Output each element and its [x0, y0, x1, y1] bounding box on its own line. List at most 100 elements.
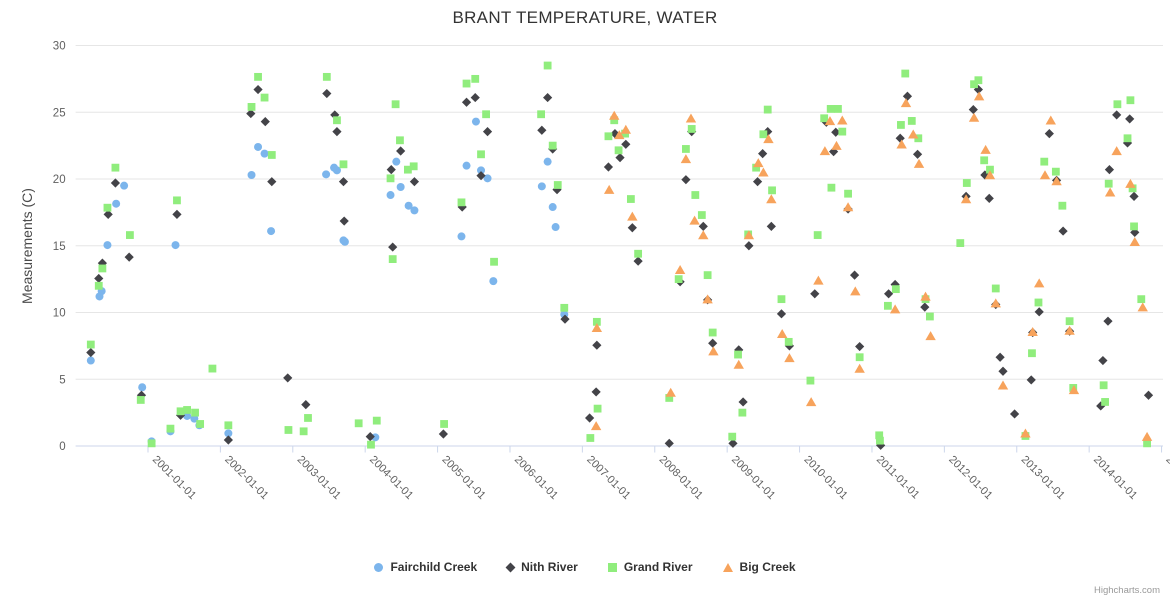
- data-point[interactable]: [543, 92, 553, 103]
- data-point[interactable]: [752, 163, 761, 172]
- data-point[interactable]: [124, 252, 134, 262]
- data-point[interactable]: [854, 363, 865, 373]
- data-point[interactable]: [477, 166, 486, 175]
- data-point[interactable]: [1051, 167, 1060, 176]
- data-point[interactable]: [592, 340, 602, 350]
- data-point[interactable]: [260, 116, 270, 127]
- data-point[interactable]: [354, 419, 363, 428]
- data-point[interactable]: [995, 352, 1005, 362]
- data-point[interactable]: [834, 105, 842, 113]
- data-point[interactable]: [322, 88, 332, 99]
- data-point[interactable]: [984, 170, 996, 180]
- data-point[interactable]: [813, 231, 822, 239]
- data-point[interactable]: [890, 279, 900, 290]
- data-point[interactable]: [831, 140, 842, 150]
- data-point[interactable]: [614, 130, 625, 140]
- data-point[interactable]: [103, 209, 113, 219]
- data-point[interactable]: [759, 130, 768, 139]
- data-point[interactable]: [758, 149, 768, 159]
- data-point[interactable]: [1112, 110, 1122, 120]
- data-point[interactable]: [483, 174, 492, 183]
- data-point[interactable]: [543, 157, 552, 166]
- data-point[interactable]: [766, 221, 776, 231]
- data-point[interactable]: [703, 271, 712, 280]
- data-point[interactable]: [1027, 327, 1038, 337]
- data-point[interactable]: [980, 156, 989, 165]
- data-point[interactable]: [392, 157, 401, 166]
- data-point[interactable]: [470, 92, 480, 103]
- data-point[interactable]: [768, 186, 776, 195]
- data-point[interactable]: [763, 134, 774, 144]
- data-point[interactable]: [86, 347, 96, 358]
- data-point[interactable]: [591, 387, 601, 397]
- data-point[interactable]: [810, 289, 820, 299]
- data-point[interactable]: [831, 127, 841, 137]
- data-point[interactable]: [1143, 390, 1154, 400]
- data-point[interactable]: [738, 397, 748, 407]
- data-point[interactable]: [826, 105, 835, 113]
- data-point[interactable]: [1104, 165, 1115, 175]
- data-point[interactable]: [698, 230, 709, 240]
- data-point[interactable]: [708, 338, 718, 348]
- data-point[interactable]: [728, 438, 738, 448]
- data-point[interactable]: [1099, 381, 1108, 390]
- data-point[interactable]: [367, 440, 375, 449]
- data-point[interactable]: [824, 116, 836, 126]
- data-point[interactable]: [849, 270, 860, 280]
- data-point[interactable]: [112, 199, 121, 208]
- data-point[interactable]: [990, 298, 1001, 308]
- data-point[interactable]: [844, 189, 852, 198]
- data-point[interactable]: [896, 139, 907, 149]
- data-point[interactable]: [733, 359, 744, 369]
- data-point[interactable]: [1044, 129, 1054, 139]
- data-point[interactable]: [850, 286, 861, 296]
- data-point[interactable]: [986, 165, 994, 174]
- data-point[interactable]: [1129, 236, 1140, 246]
- data-point[interactable]: [897, 121, 905, 129]
- data-point[interactable]: [1068, 385, 1080, 395]
- data-point[interactable]: [743, 230, 755, 240]
- data-point[interactable]: [489, 277, 498, 286]
- data-point[interactable]: [482, 110, 490, 119]
- legend-item-big-creek[interactable]: Big Creek: [722, 560, 796, 574]
- data-point[interactable]: [991, 284, 1000, 293]
- data-point[interactable]: [1096, 401, 1106, 411]
- data-point[interactable]: [1123, 134, 1132, 143]
- data-point[interactable]: [920, 291, 931, 301]
- data-point[interactable]: [338, 177, 349, 187]
- data-point[interactable]: [615, 153, 625, 163]
- data-point[interactable]: [1020, 428, 1031, 438]
- data-point[interactable]: [299, 427, 308, 436]
- data-point[interactable]: [875, 431, 884, 440]
- data-point[interactable]: [284, 426, 293, 434]
- data-point[interactable]: [339, 216, 349, 226]
- data-point[interactable]: [537, 110, 546, 119]
- data-point[interactable]: [548, 203, 557, 212]
- data-point[interactable]: [674, 264, 686, 274]
- data-point[interactable]: [1058, 201, 1067, 210]
- data-point[interactable]: [984, 193, 994, 203]
- data-point[interactable]: [962, 179, 971, 187]
- data-point[interactable]: [900, 98, 912, 108]
- data-point[interactable]: [1051, 176, 1062, 186]
- data-point[interactable]: [837, 115, 848, 125]
- data-point[interactable]: [776, 329, 788, 339]
- data-point[interactable]: [901, 69, 910, 78]
- data-point[interactable]: [766, 194, 777, 204]
- data-point[interactable]: [372, 416, 381, 425]
- data-point[interactable]: [1137, 295, 1146, 304]
- data-point[interactable]: [633, 256, 643, 266]
- data-point[interactable]: [891, 285, 900, 294]
- data-point[interactable]: [734, 350, 742, 359]
- data-point[interactable]: [1126, 96, 1135, 105]
- data-point[interactable]: [920, 302, 930, 312]
- data-point[interactable]: [1009, 409, 1020, 419]
- data-point[interactable]: [176, 407, 185, 416]
- data-point[interactable]: [889, 304, 901, 314]
- data-point[interactable]: [1040, 157, 1049, 166]
- data-point[interactable]: [1026, 375, 1036, 385]
- data-point[interactable]: [462, 161, 471, 170]
- data-point[interactable]: [388, 242, 398, 252]
- data-point[interactable]: [738, 408, 747, 417]
- data-point[interactable]: [610, 116, 619, 125]
